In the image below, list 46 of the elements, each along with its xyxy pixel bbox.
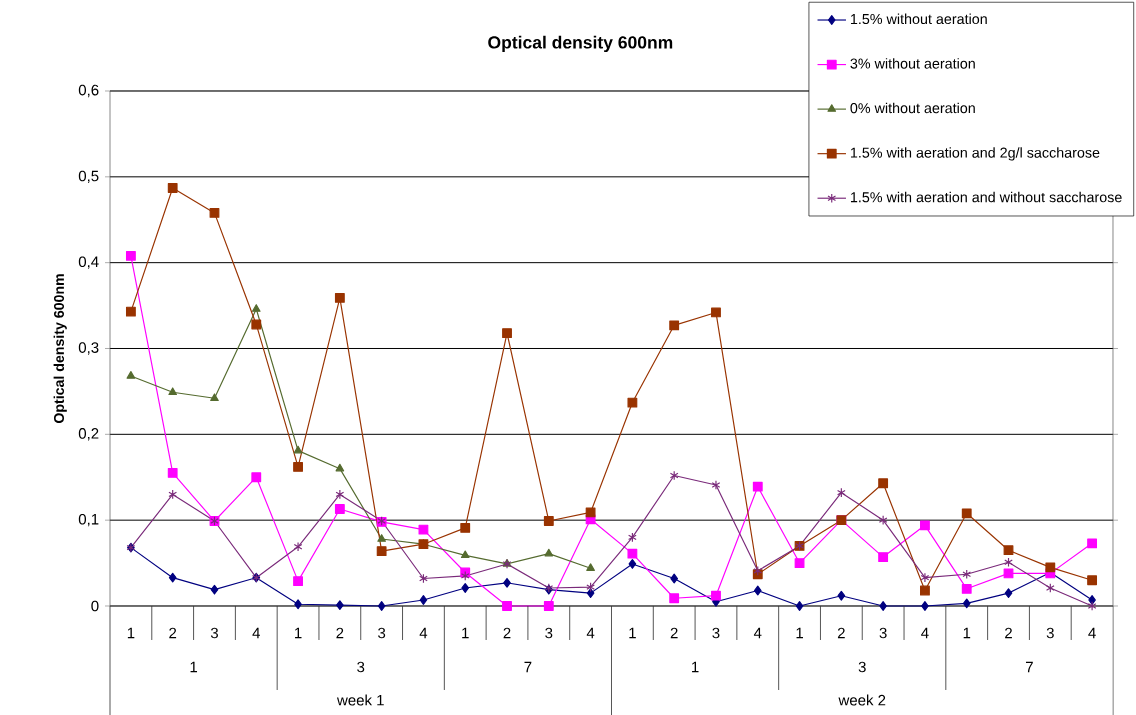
x-tick-label: 2 xyxy=(670,627,678,639)
x-tick-label: 2 xyxy=(336,627,344,639)
legend-label: 3% without aeration xyxy=(850,57,975,69)
x-tick-label: 4 xyxy=(252,627,260,638)
y-tick-label: 0 xyxy=(91,600,99,612)
x-tick-label: 1 xyxy=(127,627,135,638)
x-tick-label: 3 xyxy=(879,627,887,639)
x-tick-label: 1 xyxy=(295,627,302,638)
x-tick-label: 4 xyxy=(921,627,929,638)
x-tick-label: 3 xyxy=(210,627,218,639)
text: 7 xyxy=(524,661,532,672)
x-tick-label: 2 xyxy=(1005,627,1012,639)
x-tick-label: 3 xyxy=(1046,627,1054,639)
y-tick-label: 0,4 xyxy=(78,256,99,269)
text: 1 xyxy=(692,661,699,672)
legend-label: 1.5% with aeration and without saccharose xyxy=(850,191,1122,203)
x-tick-label: 1 xyxy=(963,627,971,638)
legend-label: 1.5% with aeration and 2g/l saccharose xyxy=(850,147,1100,161)
x-tick-label: 1 xyxy=(462,627,469,638)
x-tick-label: 4 xyxy=(419,627,428,638)
y-tick-label: 0,1 xyxy=(78,513,99,527)
text: 1 xyxy=(190,661,198,672)
x-tick-label: 1 xyxy=(796,627,803,638)
y-tick-label: 0,6 xyxy=(78,84,99,97)
y-tick-label: 0,5 xyxy=(78,170,99,183)
text: 3 xyxy=(858,661,866,673)
text: 3 xyxy=(357,661,365,673)
x-tick-label: 4 xyxy=(1088,627,1096,638)
text: week 1 xyxy=(336,694,384,706)
text: week 2 xyxy=(838,694,886,706)
y-axis-title: Optical density 600nm xyxy=(53,274,67,423)
x-tick-label: 3 xyxy=(545,627,553,639)
legend-label: 0% without aeration xyxy=(850,102,975,113)
x-tick-label: 4 xyxy=(586,627,595,638)
y-tick-label: 0,3 xyxy=(78,342,99,355)
x-tick-label: 2 xyxy=(169,627,177,639)
text: 7 xyxy=(1026,661,1033,672)
chart-title: Optical density 600nm xyxy=(488,35,673,52)
x-tick-label: 3 xyxy=(378,627,386,639)
x-tick-label: 2 xyxy=(503,627,511,639)
x-tick-label: 2 xyxy=(837,627,845,639)
y-tick-label: 0,2 xyxy=(78,427,99,441)
x-tick-label: 4 xyxy=(753,627,762,638)
legend-label: 1.5% without aeration xyxy=(850,13,987,24)
x-tick-label: 1 xyxy=(629,627,636,638)
x-tick-label: 3 xyxy=(712,627,720,639)
